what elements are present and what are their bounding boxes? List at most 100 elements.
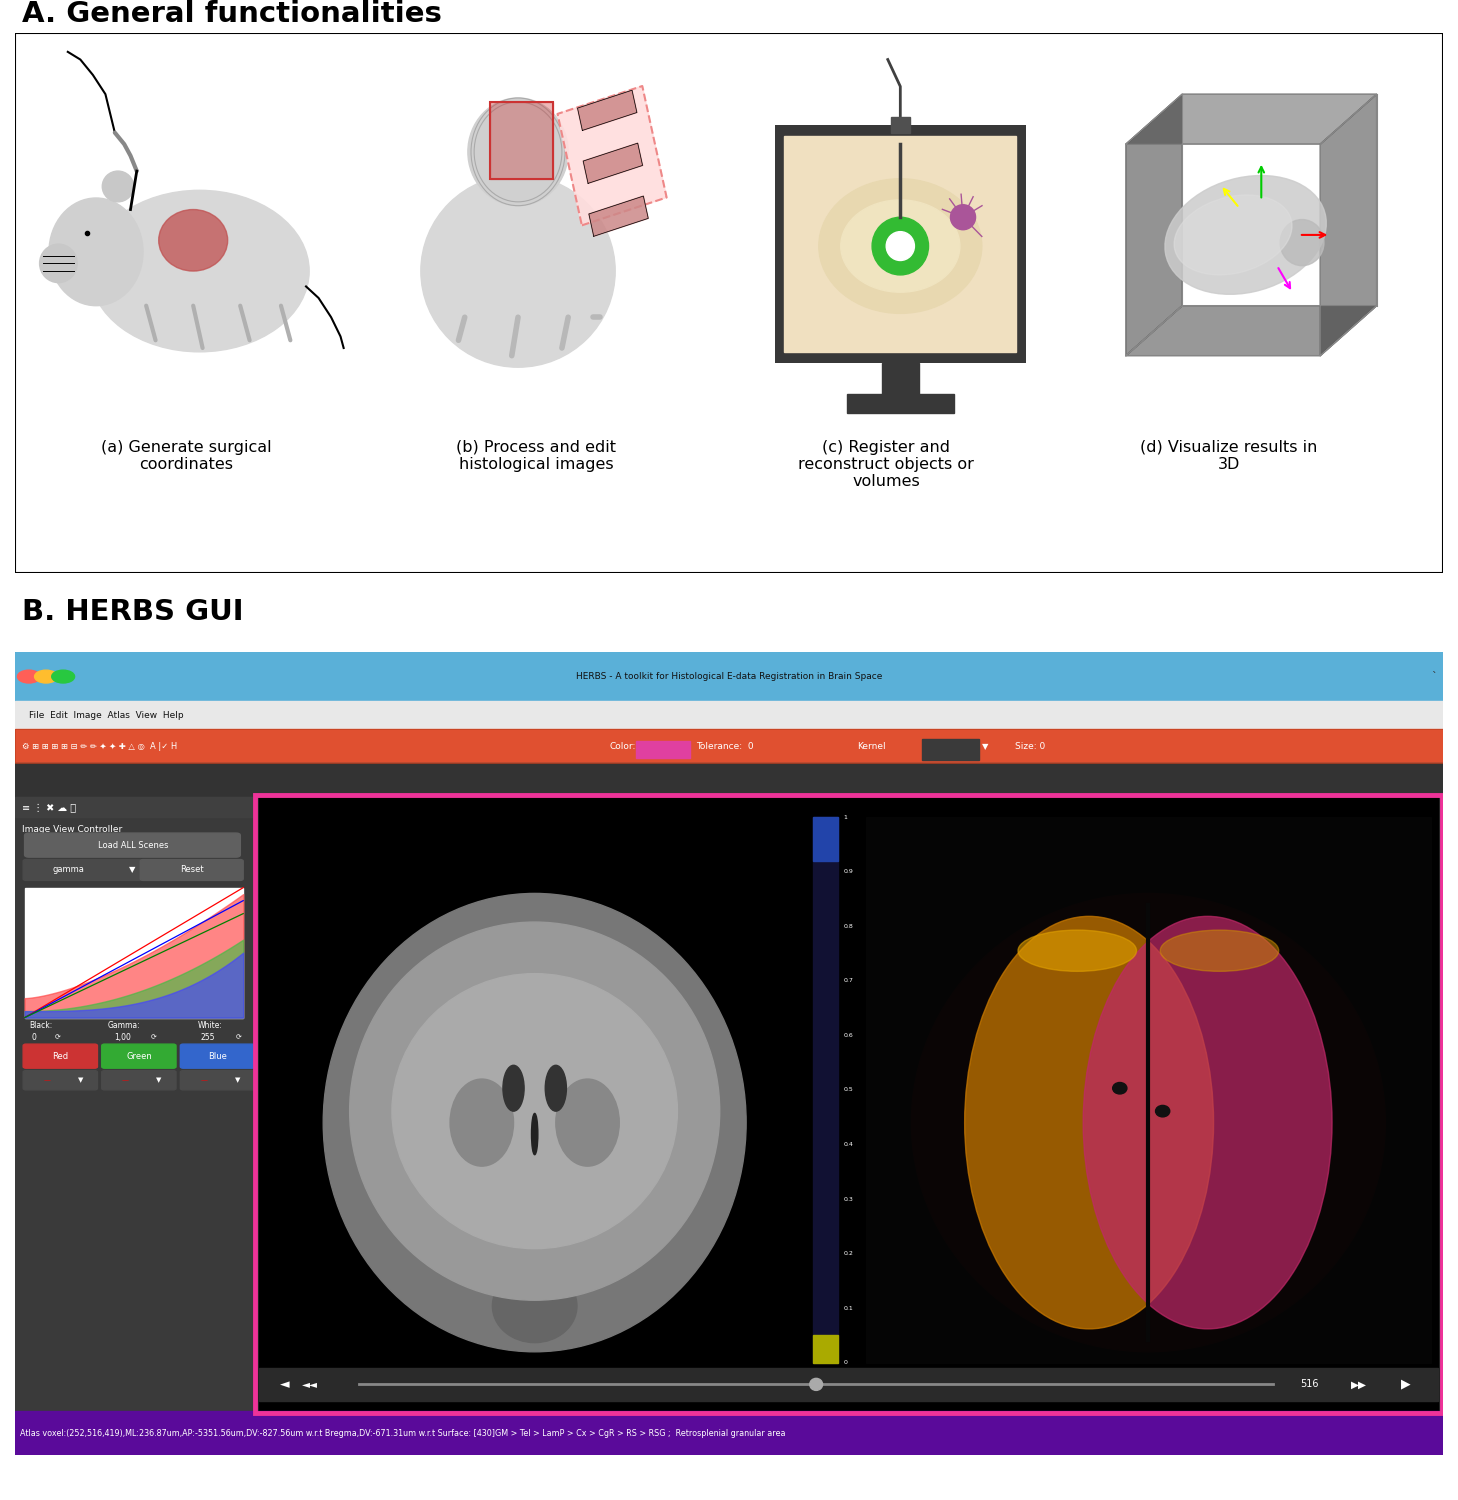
- Bar: [776, 124, 1025, 363]
- Ellipse shape: [421, 176, 615, 368]
- Bar: [814, 818, 837, 1362]
- Text: Image View Controller: Image View Controller: [22, 825, 122, 834]
- Bar: [260, 796, 1438, 1412]
- Text: 0.2: 0.2: [843, 1251, 853, 1256]
- Bar: [15, 764, 1443, 796]
- Ellipse shape: [1161, 930, 1279, 972]
- Ellipse shape: [819, 178, 981, 314]
- Text: ⟳: ⟳: [150, 1035, 156, 1041]
- Text: Kernel: Kernel: [857, 742, 886, 752]
- Text: 1,00: 1,00: [115, 1034, 131, 1042]
- Bar: [866, 818, 1430, 1362]
- FancyBboxPatch shape: [23, 859, 143, 880]
- Bar: [15, 652, 1443, 700]
- Text: (d) Visualize results in
3D: (d) Visualize results in 3D: [1140, 440, 1318, 472]
- Text: Black:: Black:: [29, 1022, 52, 1031]
- Polygon shape: [1126, 306, 1376, 356]
- Bar: [15, 729, 1443, 764]
- Ellipse shape: [841, 200, 959, 292]
- Ellipse shape: [1280, 219, 1324, 266]
- Text: 0: 0: [843, 1360, 847, 1365]
- Text: ◄◄: ◄◄: [302, 1380, 318, 1389]
- Text: —: —: [122, 1077, 128, 1083]
- Text: 516: 516: [1301, 1380, 1318, 1389]
- Text: Blue: Blue: [208, 1052, 227, 1060]
- Ellipse shape: [1018, 930, 1137, 972]
- Bar: [891, 117, 910, 132]
- Text: 0: 0: [32, 1034, 36, 1042]
- Ellipse shape: [951, 204, 975, 230]
- Ellipse shape: [503, 1065, 523, 1112]
- Ellipse shape: [90, 190, 309, 352]
- Bar: [15, 796, 254, 818]
- Text: HERBS - A toolkit for Histological E-data Registration in Brain Space: HERBS - A toolkit for Histological E-dat…: [576, 672, 882, 681]
- Text: Color:: Color:: [609, 742, 636, 752]
- Text: ⚙ ⊞ ⊞ ⊞ ⊞ ⊟ ✏ ✏ ✦ ✦ ✚ △ ◎  A |✓ H: ⚙ ⊞ ⊞ ⊞ ⊞ ⊟ ✏ ✏ ✦ ✦ ✚ △ ◎ A |✓ H: [22, 742, 176, 752]
- Text: (b) Process and edit
histological images: (b) Process and edit histological images: [456, 440, 617, 472]
- Ellipse shape: [1083, 916, 1333, 1329]
- Text: ▶: ▶: [1401, 1378, 1411, 1390]
- Ellipse shape: [1156, 1106, 1169, 1118]
- Text: File  Edit  Image  Atlas  View  Help: File Edit Image Atlas View Help: [29, 711, 184, 720]
- Text: B. HERBS GUI: B. HERBS GUI: [22, 598, 243, 625]
- Polygon shape: [1126, 94, 1182, 356]
- Ellipse shape: [324, 894, 746, 1352]
- Bar: [15, 796, 254, 1412]
- Text: ▼: ▼: [77, 1077, 83, 1083]
- Text: gamma: gamma: [52, 865, 85, 874]
- Ellipse shape: [1112, 1083, 1127, 1094]
- Ellipse shape: [159, 210, 227, 272]
- Bar: [25, 888, 243, 1017]
- Text: 0.3: 0.3: [843, 1197, 853, 1202]
- Text: ▶▶: ▶▶: [1352, 1380, 1368, 1389]
- Text: ≡ ⋮ ✖ ☁ ⧉: ≡ ⋮ ✖ ☁ ⧉: [22, 802, 76, 813]
- Text: Size: 0: Size: 0: [1015, 742, 1045, 752]
- Bar: [882, 363, 919, 402]
- Text: A. General functionalities: A. General functionalities: [22, 0, 442, 27]
- Ellipse shape: [50, 198, 143, 306]
- Text: Atlas voxel:(252,516,419),ML:236.87um,AP:-5351.56um,DV:-827.56um w.r.t Bregma,DV: Atlas voxel:(252,516,419),ML:236.87um,AP…: [20, 1430, 786, 1438]
- FancyBboxPatch shape: [102, 1071, 176, 1090]
- Ellipse shape: [965, 916, 1213, 1329]
- Text: —: —: [200, 1077, 207, 1083]
- Text: White:: White:: [197, 1022, 223, 1031]
- Text: 0.7: 0.7: [843, 978, 853, 982]
- Polygon shape: [1321, 94, 1376, 356]
- Bar: [490, 102, 553, 178]
- Text: ◄: ◄: [280, 1378, 290, 1390]
- Ellipse shape: [1174, 195, 1292, 274]
- FancyBboxPatch shape: [23, 1044, 98, 1068]
- Ellipse shape: [872, 217, 929, 274]
- Ellipse shape: [1165, 176, 1327, 294]
- Text: ▼: ▼: [156, 1077, 162, 1083]
- Ellipse shape: [886, 231, 914, 261]
- Circle shape: [17, 670, 41, 682]
- Ellipse shape: [392, 974, 678, 1248]
- Bar: [636, 741, 691, 759]
- FancyBboxPatch shape: [102, 1044, 176, 1068]
- FancyBboxPatch shape: [181, 1071, 255, 1090]
- Ellipse shape: [451, 1078, 513, 1166]
- Text: 0.5: 0.5: [843, 1088, 853, 1092]
- Text: 0.9: 0.9: [843, 868, 853, 874]
- Bar: [784, 136, 1016, 352]
- Text: Load ALL Scenes: Load ALL Scenes: [98, 840, 169, 849]
- Text: 0.8: 0.8: [843, 924, 853, 928]
- Circle shape: [35, 670, 57, 682]
- Text: Gamma:: Gamma:: [108, 1022, 140, 1031]
- Ellipse shape: [911, 894, 1385, 1352]
- Ellipse shape: [350, 922, 720, 1300]
- Text: ▼: ▼: [128, 865, 136, 874]
- Ellipse shape: [545, 1065, 566, 1112]
- Polygon shape: [1126, 94, 1376, 144]
- Text: 0.6: 0.6: [843, 1034, 853, 1038]
- Bar: [15, 1412, 1443, 1455]
- FancyBboxPatch shape: [23, 1071, 98, 1090]
- Ellipse shape: [39, 244, 77, 282]
- Ellipse shape: [493, 1269, 577, 1342]
- Text: Tolerance:  0: Tolerance: 0: [695, 742, 754, 752]
- Text: 255: 255: [200, 1034, 214, 1042]
- Text: ⟳: ⟳: [54, 1035, 60, 1041]
- Bar: [847, 394, 954, 414]
- Polygon shape: [583, 142, 643, 183]
